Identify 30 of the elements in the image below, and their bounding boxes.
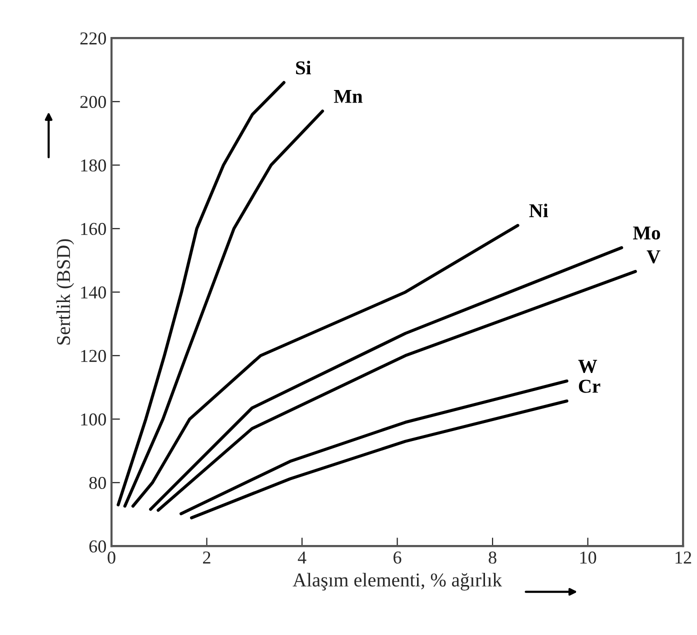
y-tick-label: 100 [81, 413, 106, 426]
series-label: Cr [578, 380, 600, 393]
x-tick-label: 12 [676, 552, 692, 564]
y-axis-title: Sertlik (BSD) [56, 239, 74, 345]
y-tick-label: 60 [89, 540, 106, 553]
x-tick-label: 0 [108, 551, 116, 564]
x-tick-label: 10 [580, 551, 596, 564]
x-tick-label: 8 [488, 551, 496, 564]
line-series [116, 81, 286, 506]
y-tick-label: 180 [81, 159, 106, 172]
series-label: Si [296, 60, 311, 74]
line-series [131, 224, 520, 508]
line-series [123, 110, 324, 508]
y-tick-label: 160 [81, 222, 106, 236]
line-series [180, 379, 568, 516]
x-tick-label: 4 [298, 552, 306, 564]
y-tick-label: 120 [81, 350, 106, 362]
series-label: W [578, 360, 598, 373]
y-tick-label: 140 [81, 286, 106, 299]
series-label: Mo [633, 226, 660, 240]
series-label: V [646, 250, 660, 264]
y-tick-label: 220 [80, 32, 106, 45]
series-label: Mn [334, 90, 362, 103]
line-series [190, 399, 568, 520]
x-tick-label: 2 [203, 552, 210, 564]
x-tick-label: 6 [394, 552, 402, 564]
x-axis-title: Alaşım elementi, % ağırlık [292, 572, 502, 591]
series-label: Ni [529, 204, 548, 218]
y-tick-label: 80 [89, 476, 106, 490]
y-tick-label: 200 [80, 96, 106, 108]
